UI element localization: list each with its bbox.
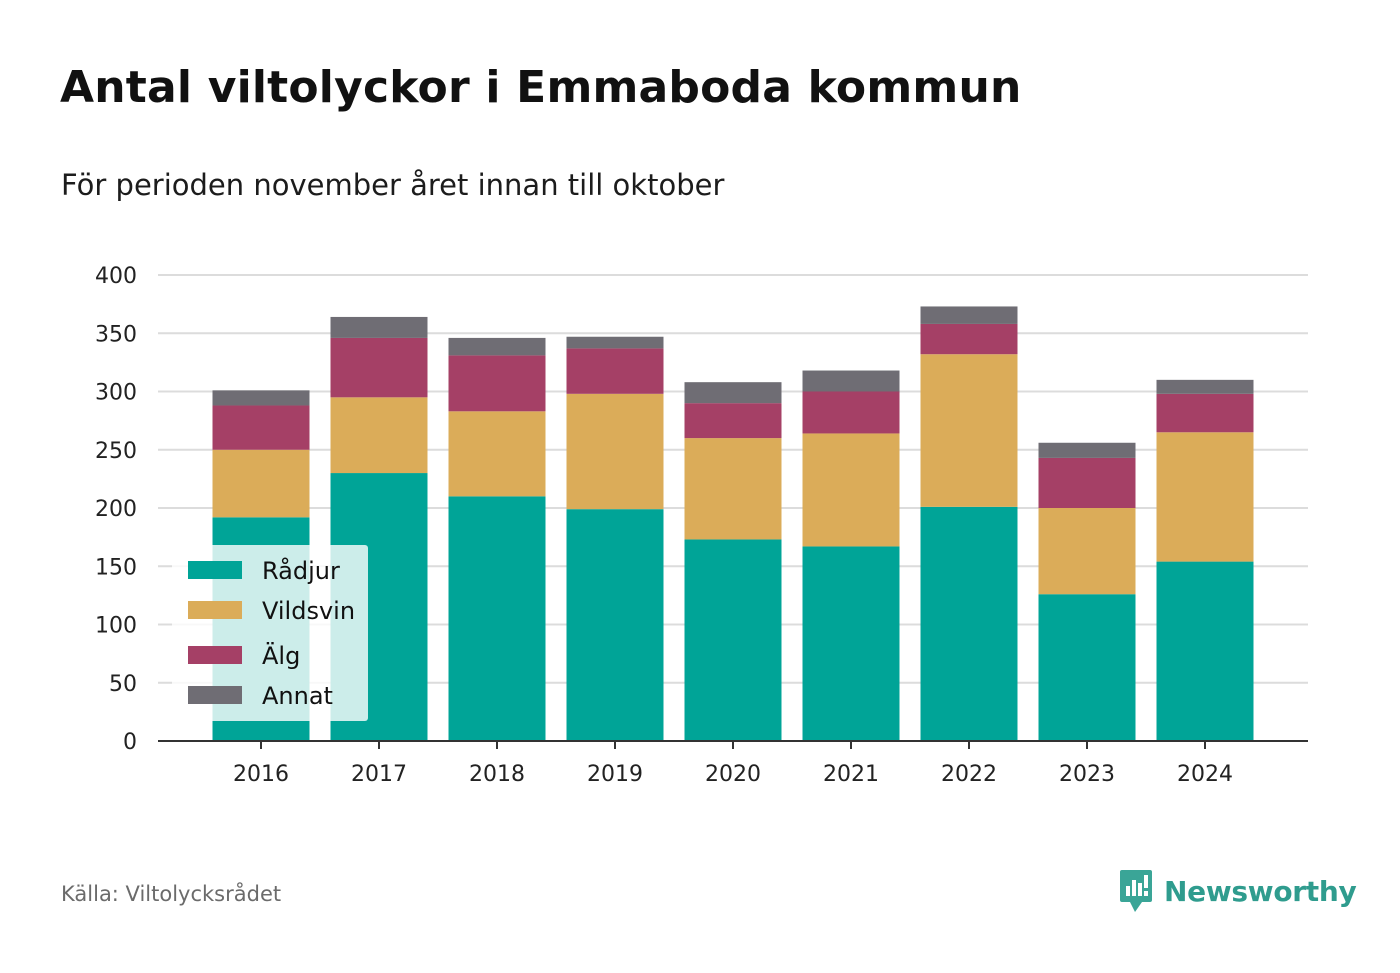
legend-label: Rådjur xyxy=(262,556,340,585)
chart-title: Antal viltolyckor i Emmaboda kommun xyxy=(60,62,1022,113)
bar-segment[interactable] xyxy=(920,354,1018,507)
legend-swatch xyxy=(188,646,242,664)
bar-segment[interactable] xyxy=(212,405,310,450)
bar-segment[interactable] xyxy=(802,391,900,434)
chart-subtitle: För perioden november året innan till ok… xyxy=(61,168,725,202)
bar-segment[interactable] xyxy=(1156,561,1254,741)
bar-segment[interactable] xyxy=(920,323,1018,355)
bar-segment[interactable] xyxy=(448,411,546,497)
legend: Rådjur Vildsvin Älg Annat xyxy=(172,545,368,721)
bar-segment[interactable] xyxy=(448,496,546,741)
x-tick-label: 2017 xyxy=(351,762,407,787)
bar-segment[interactable] xyxy=(802,433,900,547)
bar-segment[interactable] xyxy=(684,382,782,404)
y-tick-label: 100 xyxy=(95,614,137,639)
brand-name: Newsworthy xyxy=(1164,874,1357,908)
y-tick-label: 0 xyxy=(123,730,137,755)
bar-segment[interactable] xyxy=(920,506,1018,741)
y-tick-label: 250 xyxy=(95,439,137,464)
bar-segment[interactable] xyxy=(1156,393,1254,433)
y-tick-label: 300 xyxy=(95,381,137,406)
bar-segment[interactable] xyxy=(1038,457,1136,508)
x-tick-label: 2018 xyxy=(469,762,525,787)
bar-segment[interactable] xyxy=(1038,508,1136,595)
bar-segment[interactable] xyxy=(566,348,664,394)
y-tick-label: 150 xyxy=(95,555,137,580)
legend-swatch xyxy=(188,686,242,704)
x-tick-label: 2016 xyxy=(233,762,289,787)
y-tick-label: 400 xyxy=(95,264,137,289)
bars xyxy=(212,306,1254,741)
bar-segment[interactable] xyxy=(684,438,782,540)
bar-segment[interactable] xyxy=(566,393,664,510)
bar-segment[interactable] xyxy=(566,509,664,741)
axes: 0 50 100 150 200 250 300 350 400 2016 2017 2018 2019… xyxy=(95,264,1308,787)
legend-label: Vildsvin xyxy=(262,597,355,625)
bar-segment[interactable] xyxy=(1038,594,1136,741)
y-tick-label: 50 xyxy=(109,672,137,697)
x-tick-label: 2021 xyxy=(823,762,879,787)
x-tick-label: 2019 xyxy=(587,762,643,787)
bar-segment[interactable] xyxy=(684,539,782,741)
bar-segment[interactable] xyxy=(212,449,310,518)
legend-swatch xyxy=(188,601,242,619)
y-tick-label: 200 xyxy=(95,497,137,522)
newsworthy-logo[interactable]: Newsworthy xyxy=(1118,868,1357,914)
bar-segment[interactable] xyxy=(920,306,1018,324)
x-tick-label: 2022 xyxy=(941,762,997,787)
legend-label: Älg xyxy=(262,641,300,670)
bar-segment[interactable] xyxy=(566,336,664,349)
source-note: Källa: Viltolycksrådet xyxy=(61,882,282,906)
bar-segment[interactable] xyxy=(802,370,900,392)
bar-segment[interactable] xyxy=(448,337,546,356)
bar-segment[interactable] xyxy=(1156,379,1254,394)
bar-segment[interactable] xyxy=(212,390,310,406)
y-tick-label: 350 xyxy=(95,322,137,347)
legend-swatch xyxy=(188,561,242,579)
bar-segment[interactable] xyxy=(330,337,428,398)
bar-segment[interactable] xyxy=(448,355,546,412)
x-tick-label: 2020 xyxy=(705,762,761,787)
bar-segment[interactable] xyxy=(330,316,428,338)
legend-label: Annat xyxy=(262,682,333,710)
newsworthy-logo-icon xyxy=(1120,870,1152,912)
bar-segment[interactable] xyxy=(1156,432,1254,562)
legend-box xyxy=(172,545,368,721)
bar-segment[interactable] xyxy=(802,546,900,741)
x-tick-label: 2024 xyxy=(1177,762,1233,787)
bar-segment[interactable] xyxy=(1038,442,1136,458)
bar-segment[interactable] xyxy=(330,397,428,474)
bar-segment[interactable] xyxy=(684,403,782,439)
x-tick-label: 2023 xyxy=(1059,762,1115,787)
